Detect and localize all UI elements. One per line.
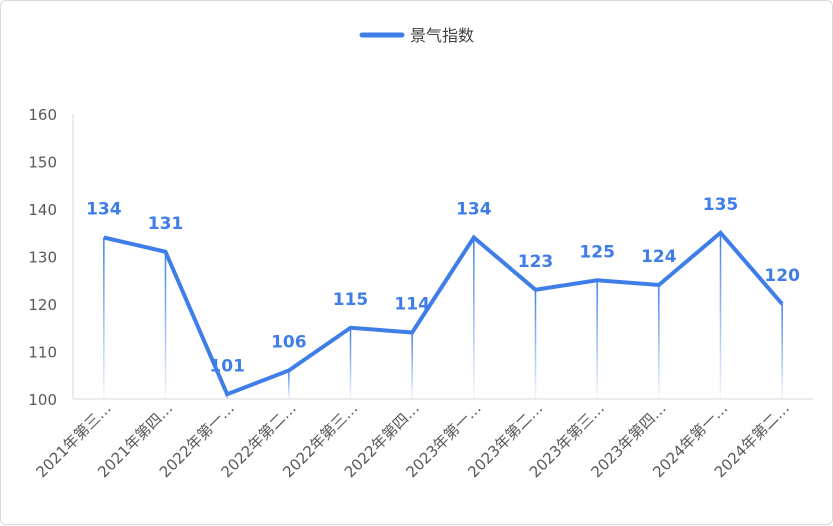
data-label: 124 <box>641 247 677 267</box>
drop-lines <box>103 232 783 399</box>
drop-line <box>349 327 352 399</box>
y-tick-label: 140 <box>28 201 57 219</box>
y-tick-label: 120 <box>28 296 57 314</box>
data-label: 131 <box>148 214 184 234</box>
data-label: 135 <box>703 195 739 215</box>
data-label: 101 <box>209 356 245 376</box>
data-label: 106 <box>271 333 307 353</box>
data-labels: 134 131 101 106 115 114 134 123 125 124 135 120 <box>86 195 800 377</box>
legend: 景气指数 <box>359 26 474 45</box>
y-tick-label: 110 <box>28 344 57 362</box>
y-tick-label: 160 <box>28 106 57 124</box>
drop-line <box>719 232 722 399</box>
data-label: 125 <box>579 242 615 262</box>
drop-line <box>473 237 475 399</box>
drop-line <box>658 285 660 399</box>
data-label: 134 <box>86 200 122 220</box>
drop-line <box>164 251 167 399</box>
data-label: 115 <box>333 290 369 310</box>
data-label: 114 <box>394 295 430 315</box>
drop-line <box>781 304 783 399</box>
drop-line <box>288 370 290 399</box>
data-label: 123 <box>518 252 554 272</box>
drop-line <box>103 237 105 399</box>
data-label: 120 <box>764 266 800 286</box>
y-ticks: 100 110 120 130 140 150 160 <box>28 106 57 409</box>
data-label: 134 <box>456 200 492 220</box>
drop-line <box>411 332 413 399</box>
series-line-jingqi-zhishu <box>103 229 784 397</box>
y-tick-label: 100 <box>28 391 57 409</box>
x-ticks: 2021年第三…2021年第四…2022年第一…2022年第二…2022年第三…… <box>33 399 793 481</box>
drop-line <box>596 280 598 399</box>
y-tick-label: 130 <box>28 249 57 267</box>
drop-line <box>226 394 228 399</box>
drop-line <box>534 289 537 399</box>
y-tick-label: 150 <box>28 154 57 172</box>
legend-label: 景气指数 <box>410 26 474 45</box>
